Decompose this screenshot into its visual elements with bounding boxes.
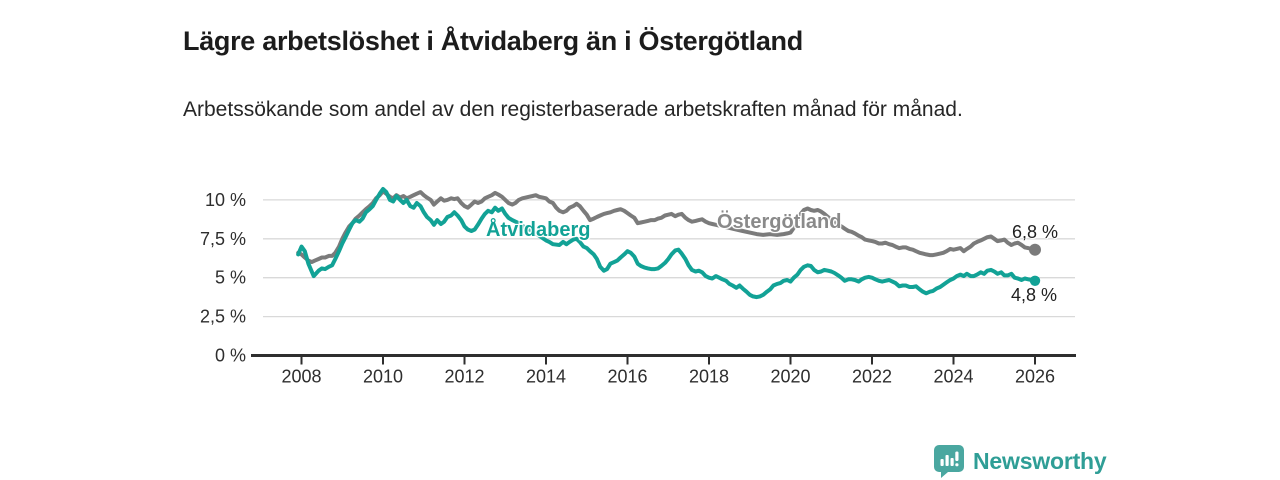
y-tick-label: 2,5 %	[200, 307, 246, 327]
y-tick-label: 7,5 %	[200, 229, 246, 249]
chart-subtitle: Arbetssökande som andel av den registerb…	[183, 98, 963, 121]
end-value-label-atvidaberg: 4,8 %	[1011, 285, 1058, 305]
x-tick-label: 2014	[526, 367, 566, 387]
end-value-label-ostergotland: 6,8 %	[1012, 222, 1059, 242]
bar-chart-speech-bubble-icon	[934, 445, 964, 478]
x-tick-label: 2016	[607, 367, 647, 387]
y-tick-label: 10 %	[205, 190, 246, 210]
brand-name: Newsworthy	[973, 448, 1107, 474]
series-end-dot-ostergotland	[1029, 243, 1041, 256]
x-tick-label: 2022	[852, 367, 892, 387]
series-line-ostergotland	[296, 189, 1037, 265]
page-title: Lägre arbetslöshet i Åtvidaberg än i Öst…	[183, 26, 803, 57]
series-label-ostergotland: Östergötland	[717, 211, 842, 233]
y-tick-label: 0 %	[215, 346, 246, 366]
x-tick-label: 2008	[281, 367, 321, 387]
x-tick-label: 2024	[933, 367, 973, 387]
series-line-atvidaberg	[296, 187, 1037, 300]
newsworthy-logo: Newsworthy	[934, 445, 1107, 478]
series-end-dot-atvidaberg	[1029, 275, 1041, 287]
series-label-atvidaberg: Åtvidaberg	[486, 219, 591, 241]
y-tick-label: 5 %	[215, 268, 246, 288]
x-tick-label: 2012	[444, 367, 484, 387]
x-tick-label: 2020	[770, 367, 810, 387]
x-tick-label: 2018	[689, 367, 729, 387]
x-tick-label: 2010	[363, 367, 403, 387]
x-tick-label: 2026	[1015, 367, 1055, 387]
